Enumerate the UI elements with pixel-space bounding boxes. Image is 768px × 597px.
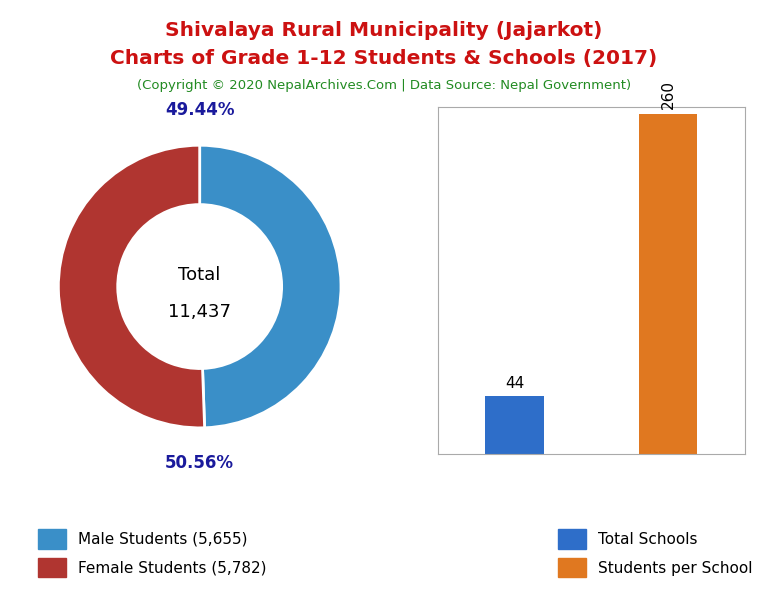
- Text: 50.56%: 50.56%: [165, 454, 234, 472]
- Text: Charts of Grade 1-12 Students & Schools (2017): Charts of Grade 1-12 Students & Schools …: [111, 49, 657, 68]
- Text: 44: 44: [505, 376, 525, 391]
- Wedge shape: [58, 145, 204, 428]
- Text: Shivalaya Rural Municipality (Jajarkot): Shivalaya Rural Municipality (Jajarkot): [165, 21, 603, 40]
- Wedge shape: [200, 145, 341, 428]
- Bar: [485, 396, 544, 454]
- Text: Total: Total: [178, 266, 221, 284]
- Text: (Copyright © 2020 NepalArchives.Com | Data Source: Nepal Government): (Copyright © 2020 NepalArchives.Com | Da…: [137, 79, 631, 92]
- Legend: Male Students (5,655), Female Students (5,782): Male Students (5,655), Female Students (…: [38, 529, 266, 577]
- Legend: Total Schools, Students per School: Total Schools, Students per School: [558, 529, 753, 577]
- Text: 11,437: 11,437: [168, 303, 231, 321]
- Text: 260: 260: [660, 80, 676, 109]
- Bar: [639, 114, 697, 454]
- Text: 49.44%: 49.44%: [165, 101, 234, 119]
